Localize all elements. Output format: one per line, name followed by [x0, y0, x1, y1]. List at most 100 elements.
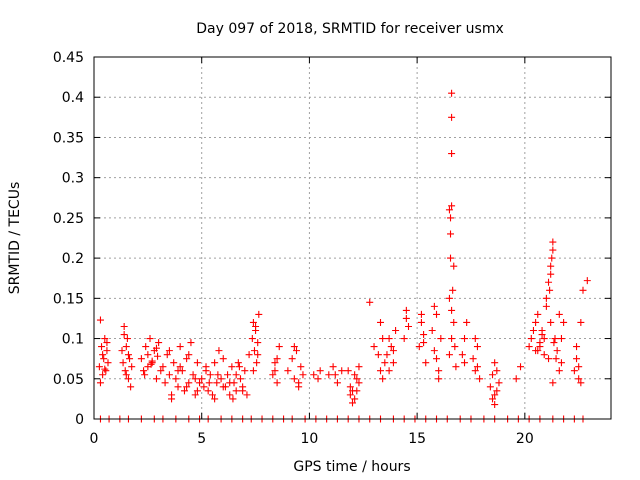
data-point	[473, 343, 481, 351]
data-point	[447, 230, 455, 238]
data-point	[353, 375, 361, 383]
data-point	[206, 371, 214, 379]
data-point	[128, 363, 136, 371]
data-point	[491, 359, 499, 367]
plot-frame	[93, 56, 612, 420]
data-point	[420, 339, 428, 347]
data-point	[185, 351, 193, 359]
data-point	[98, 343, 106, 351]
data-point	[123, 335, 131, 343]
data-point	[198, 375, 206, 383]
data-point	[142, 343, 150, 351]
data-point	[402, 314, 410, 322]
data-point	[573, 355, 581, 363]
data-point	[430, 347, 438, 355]
data-point	[329, 363, 337, 371]
data-point	[211, 395, 219, 403]
data-point	[331, 371, 339, 379]
data-point	[577, 379, 585, 387]
y-tick-label: 0.4	[62, 90, 84, 106]
data-point	[157, 367, 165, 375]
data-point	[224, 371, 232, 379]
data-point	[532, 318, 540, 326]
data-point	[379, 335, 387, 343]
data-point	[168, 395, 176, 403]
data-point	[310, 371, 318, 379]
data-point	[545, 278, 553, 286]
data-point	[148, 357, 156, 365]
data-point	[463, 318, 471, 326]
data-point	[297, 363, 305, 371]
data-point	[450, 262, 458, 270]
data-point	[176, 343, 184, 351]
data-point	[422, 359, 430, 367]
data-point	[471, 335, 479, 343]
data-point	[389, 359, 397, 367]
data-point	[120, 322, 128, 330]
data-point	[102, 367, 110, 375]
data-point	[104, 359, 112, 367]
y-tick-label: 0.2	[62, 251, 84, 267]
data-point	[370, 343, 378, 351]
data-point	[159, 363, 167, 371]
data-point	[415, 343, 423, 351]
data-point	[295, 379, 303, 387]
y-tick-label: 0.1	[62, 332, 84, 348]
data-point	[577, 318, 585, 326]
data-point	[255, 310, 263, 318]
data-point	[448, 150, 456, 158]
y-tick-labels: 0 0.05 0.1 0.15 0.2 0.25 0.3 0.35 0.4 0.45	[53, 50, 84, 428]
data-point	[183, 355, 191, 363]
data-point	[546, 286, 554, 294]
data-point	[400, 335, 408, 343]
data-point	[232, 371, 240, 379]
data-point	[573, 343, 581, 351]
data-point	[273, 379, 281, 387]
data-point	[141, 371, 149, 379]
data-point	[495, 379, 503, 387]
data-point	[96, 379, 104, 387]
data-point	[540, 335, 548, 343]
data-point	[155, 339, 163, 347]
data-point	[452, 363, 460, 371]
x-tick-labels: 0 5 10 15 20	[90, 431, 534, 447]
data-point	[248, 335, 256, 343]
data-point	[471, 367, 479, 375]
data-point	[417, 318, 425, 326]
data-point	[176, 363, 184, 371]
data-point	[377, 367, 385, 375]
data-point	[95, 363, 103, 371]
data-point	[101, 335, 109, 343]
data-point	[253, 359, 261, 367]
x-axis-label: GPS time / hours	[293, 459, 410, 475]
data-point	[121, 367, 129, 375]
data-point	[228, 363, 236, 371]
data-point	[185, 379, 193, 387]
data-point	[103, 339, 111, 347]
data-point	[536, 343, 544, 351]
data-point	[191, 375, 199, 383]
x-tick-label: 0	[90, 431, 99, 447]
data-point	[120, 331, 128, 339]
data-point	[448, 306, 456, 314]
y-tick-label: 0.25	[53, 211, 84, 227]
data-point	[290, 343, 298, 351]
data-point	[183, 383, 191, 391]
data-point	[187, 339, 195, 347]
data-point	[527, 335, 535, 343]
data-point	[557, 335, 565, 343]
data-point	[491, 391, 499, 399]
data-point	[213, 379, 221, 387]
data-point	[551, 335, 559, 343]
y-tick-label: 0	[75, 412, 84, 428]
data-point	[180, 387, 188, 395]
data-point	[144, 351, 152, 359]
data-point	[351, 395, 359, 403]
data-point	[163, 351, 171, 359]
data-point	[245, 351, 253, 359]
data-point	[126, 355, 134, 363]
data-point	[189, 371, 197, 379]
data-point	[99, 351, 107, 359]
data-point	[165, 347, 173, 355]
